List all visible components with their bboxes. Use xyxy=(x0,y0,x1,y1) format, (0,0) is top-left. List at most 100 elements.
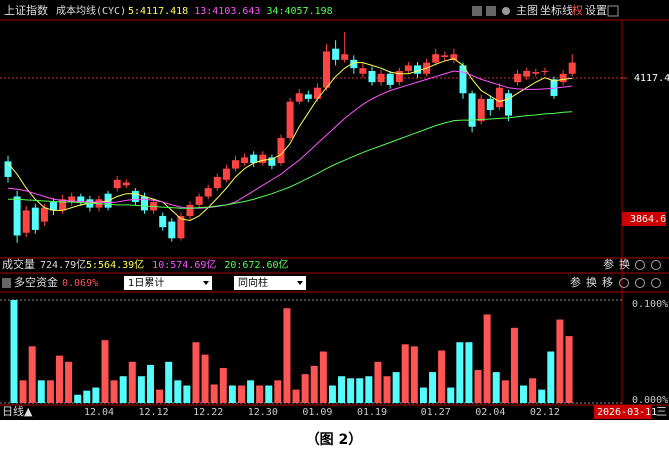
candle-body xyxy=(323,51,330,88)
bar xyxy=(556,319,564,403)
x-tick-label: 12.30 xyxy=(248,407,278,418)
tool[interactable]: 移 xyxy=(602,276,613,289)
candle-body xyxy=(523,70,531,77)
candle-body xyxy=(131,190,139,203)
candle-body xyxy=(159,216,167,228)
bar xyxy=(328,385,336,403)
plus-icon[interactable] xyxy=(635,278,645,288)
ma-line xyxy=(8,111,573,209)
x-tick-label: 01.19 xyxy=(357,407,387,418)
candle-body xyxy=(286,101,294,138)
volume-value: 724.79亿 xyxy=(40,258,86,271)
ma-line xyxy=(7,70,573,209)
dropdown-arrow[interactable] xyxy=(203,281,209,285)
menu[interactable]: 三 xyxy=(656,405,667,418)
low-label: 3864.6 xyxy=(630,214,666,225)
bar xyxy=(392,372,400,403)
candle-body xyxy=(559,73,567,83)
bar xyxy=(419,387,427,403)
candle-body xyxy=(486,98,494,111)
minus-icon[interactable] xyxy=(651,260,661,270)
tool[interactable]: 参 xyxy=(603,257,614,271)
indicator: 成本均线(CYC) xyxy=(56,4,126,17)
bar xyxy=(274,380,282,403)
bar xyxy=(383,376,391,403)
bar xyxy=(456,342,464,403)
minus-icon[interactable] xyxy=(651,278,661,288)
plus-icon[interactable] xyxy=(635,260,645,270)
candle-body xyxy=(50,202,57,211)
candle-body xyxy=(550,79,558,97)
dropdown[interactable] xyxy=(124,276,212,290)
candle-body xyxy=(31,207,39,230)
candle-body xyxy=(113,179,121,189)
x-tick-label: 02.12 xyxy=(530,407,560,418)
button[interactable]: 设置 xyxy=(585,4,607,17)
bar xyxy=(356,378,364,403)
bar xyxy=(183,385,191,403)
favorite-icon[interactable] xyxy=(502,7,510,15)
bar xyxy=(483,314,491,403)
bar xyxy=(565,336,573,403)
zoom-out-icon[interactable] xyxy=(486,6,496,16)
bar xyxy=(438,350,446,403)
button[interactable]: 坐标线 xyxy=(540,3,573,17)
candle-body xyxy=(350,59,358,69)
candle-body xyxy=(195,196,203,205)
bar xyxy=(247,380,255,403)
candle-body xyxy=(341,54,349,60)
help-icon[interactable] xyxy=(2,278,11,288)
candle-body xyxy=(68,196,76,203)
candle-body xyxy=(222,168,230,180)
bar xyxy=(119,376,127,403)
tool[interactable]: 换 xyxy=(586,275,597,289)
candle-body xyxy=(404,65,412,71)
bar xyxy=(529,378,537,403)
candle-body xyxy=(141,196,148,211)
candle-body xyxy=(477,98,485,122)
candle-body xyxy=(313,87,321,99)
volume-title: 成交量 xyxy=(2,257,35,271)
expand-icon[interactable] xyxy=(607,5,619,17)
volume-ma: 10:574.69亿 xyxy=(152,258,216,271)
tool[interactable]: 参 xyxy=(570,275,581,289)
bar xyxy=(201,354,209,403)
button[interactable]: 权 xyxy=(572,4,583,17)
candle-body xyxy=(395,70,403,83)
zoom-in-icon[interactable] xyxy=(472,6,482,16)
bar xyxy=(65,361,73,403)
candle-body xyxy=(259,154,267,164)
button[interactable]: 主图 xyxy=(516,4,538,17)
candle-body xyxy=(368,70,376,83)
candle-body xyxy=(122,182,130,186)
bar xyxy=(310,365,318,403)
bar xyxy=(301,374,309,403)
candle-body xyxy=(332,48,340,60)
symbol: 上证指数 xyxy=(4,3,48,17)
bar xyxy=(256,385,264,403)
period[interactable]: 日线▲ xyxy=(2,404,33,418)
dropdown-arrow[interactable] xyxy=(297,281,303,285)
bar xyxy=(347,378,355,403)
bar xyxy=(101,340,109,403)
candle-body xyxy=(450,54,458,60)
bar xyxy=(465,342,473,403)
dropdown[interactable] xyxy=(234,276,306,290)
bar xyxy=(538,389,546,403)
candle-body xyxy=(386,73,394,85)
bar xyxy=(110,380,118,403)
dropdown-text[interactable]: 1日累计 xyxy=(128,276,164,289)
x-tick-label: 12.12 xyxy=(139,407,169,418)
dropdown-text[interactable]: 同向柱 xyxy=(238,276,268,289)
x-tick-label: 12.04 xyxy=(84,407,114,418)
candle-body xyxy=(213,176,221,189)
settings-icon[interactable] xyxy=(619,278,629,288)
bar xyxy=(410,346,418,403)
bar xyxy=(192,342,200,403)
candle-body xyxy=(40,207,48,222)
tool[interactable]: 换 xyxy=(619,257,630,271)
bar xyxy=(19,380,27,403)
candle-body xyxy=(277,137,285,164)
